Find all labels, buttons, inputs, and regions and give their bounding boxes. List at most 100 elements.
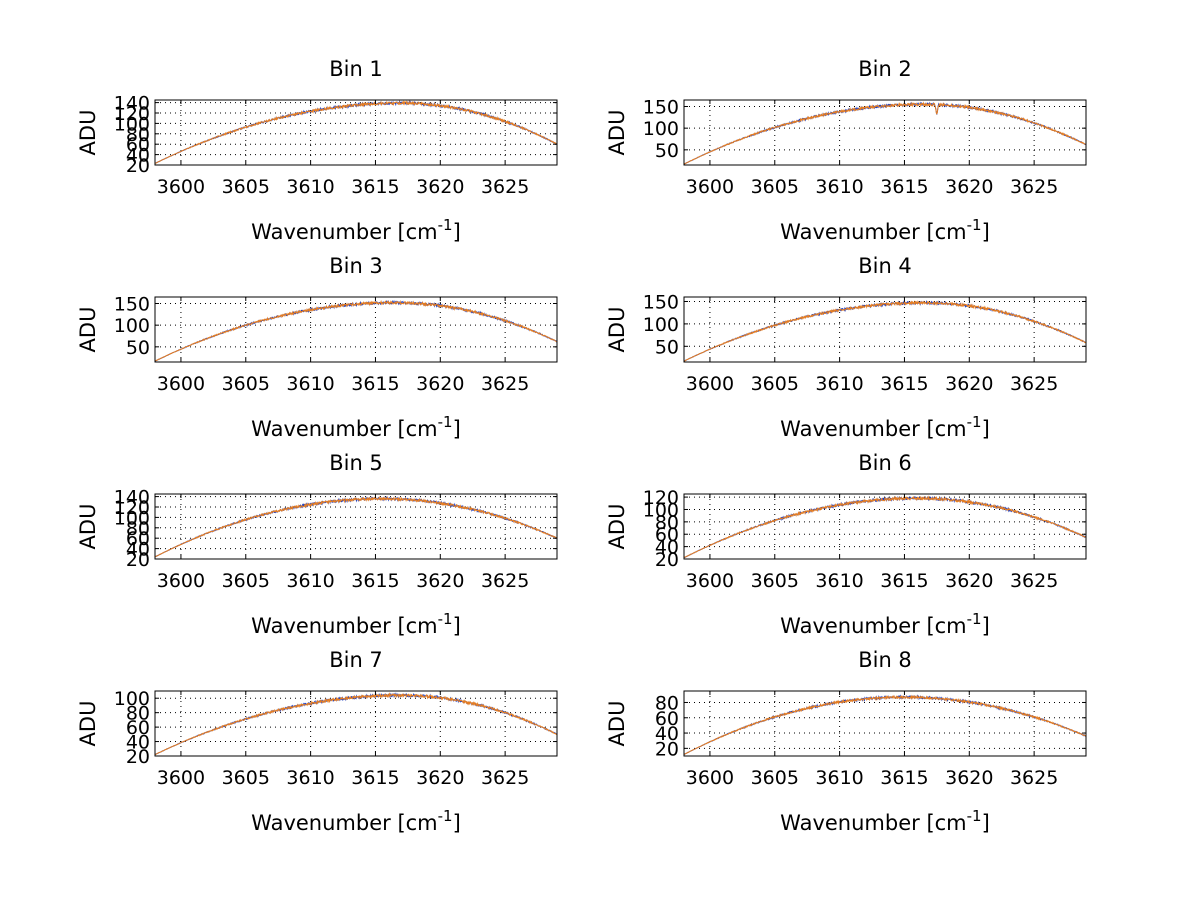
x-tick-label: 3625 — [1010, 373, 1058, 395]
y-axis-label: ADU — [76, 701, 100, 747]
y-axis-label: ADU — [76, 504, 100, 550]
series-line-b — [683, 300, 1087, 362]
x-tick-label: 3600 — [157, 176, 205, 198]
y-tick-label: 40 — [126, 145, 150, 167]
y-tick-label: 20 — [126, 746, 150, 768]
x-tick-label: 3620 — [945, 373, 993, 395]
x-tick-label: 3620 — [416, 176, 464, 198]
x-tick-label: 3605 — [751, 373, 799, 395]
y-tick-label: 140 — [114, 487, 150, 509]
y-tick-label: 150 — [643, 291, 679, 313]
x-axis-label: Wavenumber [cm-1] — [780, 610, 990, 638]
x-axis-label: Wavenumber [cm-1] — [251, 610, 461, 638]
subplot-title: Bin 3 — [329, 254, 383, 278]
series-line-b — [683, 495, 1087, 559]
y-tick-label: 100 — [114, 688, 150, 710]
y-axis-label: ADU — [605, 701, 629, 747]
x-tick-label: 3600 — [686, 767, 734, 789]
axes-frame — [154, 493, 558, 560]
y-tick-label: 20 — [126, 549, 150, 571]
x-axis-label: Wavenumber [cm-1] — [780, 413, 990, 441]
x-tick-label: 3625 — [481, 767, 529, 789]
y-tick-label: 20 — [655, 738, 679, 760]
y-tick-label: 50 — [655, 140, 679, 162]
x-tick-label: 3615 — [880, 767, 928, 789]
axes-frame — [154, 296, 558, 363]
y-tick-label: 100 — [114, 113, 150, 135]
x-tick-label: 3615 — [880, 570, 928, 592]
x-tick-label: 3615 — [351, 570, 399, 592]
y-tick-label: 100 — [643, 499, 679, 521]
x-tick-label: 3610 — [815, 767, 863, 789]
x-tick-label: 3610 — [286, 176, 334, 198]
x-tick-label: 3600 — [686, 373, 734, 395]
y-tick-label: 60 — [126, 717, 150, 739]
x-tick-label: 3620 — [416, 373, 464, 395]
x-tick-label: 3600 — [686, 176, 734, 198]
y-axis-label: ADU — [76, 307, 100, 353]
series-line-b — [154, 299, 558, 362]
x-axis-label: Wavenumber [cm-1] — [251, 413, 461, 441]
y-axis-label: ADU — [605, 504, 629, 550]
x-axis-label: Wavenumber [cm-1] — [251, 216, 461, 244]
x-tick-label: 3615 — [351, 176, 399, 198]
x-tick-label: 3615 — [351, 373, 399, 395]
x-tick-label: 3625 — [1010, 570, 1058, 592]
axes-frame — [683, 690, 1087, 757]
series-line-a — [683, 299, 1087, 362]
y-tick-label: 40 — [655, 537, 679, 559]
series-line-b — [683, 101, 1087, 165]
y-tick-label: 140 — [114, 93, 150, 115]
x-tick-label: 3625 — [481, 176, 529, 198]
x-tick-label: 3615 — [351, 767, 399, 789]
subplot-5: 3600 3605 3610 3615 3620 3625 2040608010012014… — [76, 451, 558, 638]
series-line-b — [683, 694, 1087, 755]
x-tick-label: 3625 — [481, 570, 529, 592]
axes-frame — [683, 296, 1087, 363]
x-tick-label: 3625 — [481, 373, 529, 395]
y-axis-label: ADU — [76, 110, 100, 156]
y-tick-label: 60 — [655, 708, 679, 730]
axes-frame — [154, 99, 558, 166]
y-tick-label: 50 — [655, 336, 679, 358]
y-tick-label: 80 — [655, 692, 679, 714]
axes-frame — [683, 99, 1087, 166]
x-tick-label: 3605 — [222, 570, 270, 592]
x-axis-label: Wavenumber [cm-1] — [780, 807, 990, 835]
x-tick-label: 3615 — [880, 176, 928, 198]
x-axis-label: Wavenumber [cm-1] — [251, 807, 461, 835]
y-tick-label: 120 — [643, 487, 679, 509]
x-tick-label: 3620 — [416, 570, 464, 592]
x-tick-label: 3610 — [815, 176, 863, 198]
y-tick-label: 100 — [114, 507, 150, 529]
subplot-title: Bin 8 — [858, 648, 912, 672]
subplot-title: Bin 4 — [858, 254, 912, 278]
y-tick-label: 40 — [126, 539, 150, 561]
x-tick-label: 3610 — [815, 373, 863, 395]
series-line-a — [154, 299, 558, 362]
series-line-a — [683, 101, 1087, 165]
x-axis-label: Wavenumber [cm-1] — [780, 216, 990, 244]
subplot-title: Bin 2 — [858, 57, 912, 81]
y-tick-label: 60 — [655, 524, 679, 546]
series-line-b — [154, 692, 558, 755]
y-tick-label: 80 — [126, 518, 150, 540]
series-line-a — [683, 495, 1087, 559]
x-tick-label: 3610 — [286, 373, 334, 395]
x-tick-label: 3620 — [945, 767, 993, 789]
x-tick-label: 3625 — [1010, 767, 1058, 789]
x-tick-label: 3605 — [751, 570, 799, 592]
x-tick-label: 3600 — [157, 570, 205, 592]
y-tick-label: 40 — [655, 723, 679, 745]
axes-frame — [154, 690, 558, 757]
subplot-title: Bin 7 — [329, 648, 383, 672]
y-tick-label: 100 — [643, 118, 679, 140]
y-axis-label: ADU — [605, 307, 629, 353]
y-tick-label: 40 — [126, 732, 150, 754]
